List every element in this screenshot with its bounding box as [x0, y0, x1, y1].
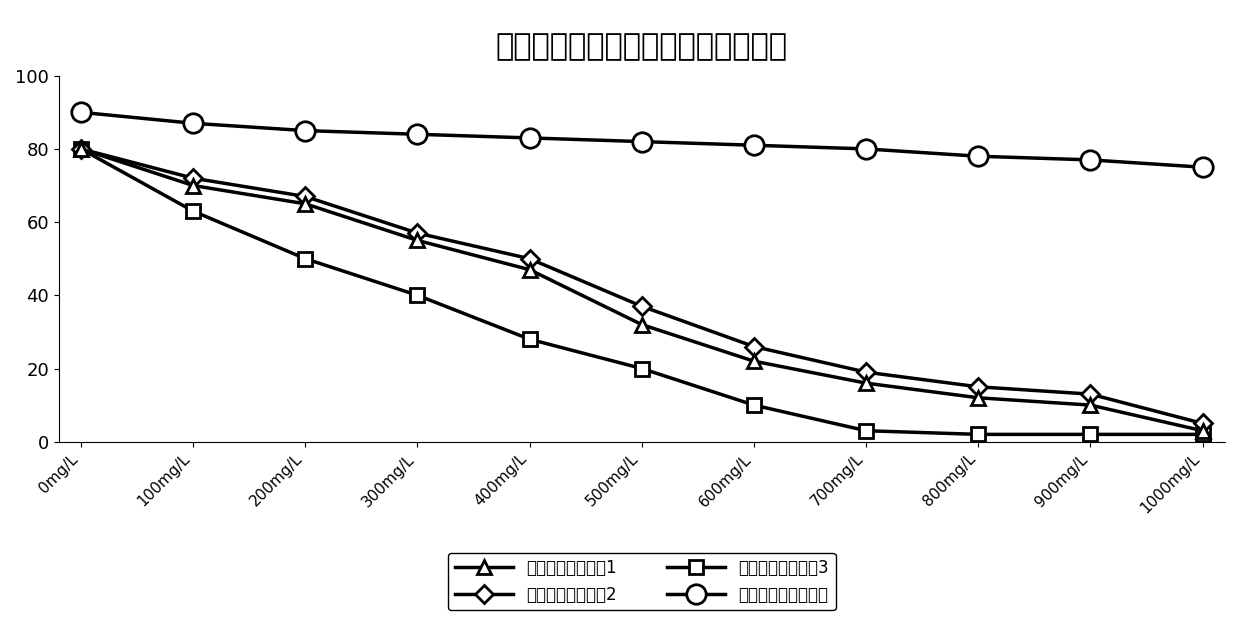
市售低荧光润滑剂1 [635, 321, 650, 328]
市售低荧光润滑剂1 [971, 394, 986, 401]
Line: 市售低荧光润滑剂1: 市售低荧光润滑剂1 [74, 142, 1209, 438]
市售低荧光润滑剂1 [186, 182, 201, 189]
市售低荧光润滑剂3 [971, 430, 986, 438]
市售低荧光润滑剂2 [186, 174, 201, 182]
市售低荧光润滑剂2 [1195, 420, 1210, 427]
本发明低荧光润滑剂 [522, 134, 537, 142]
市售低荧光润滑剂1 [522, 266, 537, 273]
市售低荧光润滑剂3 [746, 401, 761, 409]
市售低荧光润滑剂2 [73, 145, 88, 153]
市售低荧光润滑剂2 [1083, 391, 1097, 398]
市售低荧光润滑剂1 [746, 357, 761, 365]
本发明低荧光润滑剂 [298, 127, 312, 134]
本发明低荧光润滑剂 [635, 138, 650, 145]
Line: 市售低荧光润滑剂3: 市售低荧光润滑剂3 [74, 142, 1209, 441]
Legend: 市售低荧光润滑剂1, 市售低荧光润滑剂2, 市售低荧光润滑剂3, 本发明低荧光润滑剂: 市售低荧光润滑剂1, 市售低荧光润滑剂2, 市售低荧光润滑剂3, 本发明低荧光润… [448, 553, 836, 610]
本发明低荧光润滑剂 [1083, 156, 1097, 163]
市售低荧光润滑剂3 [1083, 430, 1097, 438]
市售低荧光润滑剂1 [410, 237, 425, 244]
市售低荧光润滑剂3 [73, 145, 88, 153]
市售低荧光润滑剂3 [186, 208, 201, 215]
市售低荧光润滑剂2 [410, 229, 425, 237]
Title: 同类型润滑剂抗钙离子污染能力对比: 同类型润滑剂抗钙离子污染能力对比 [496, 32, 787, 61]
本发明低荧光润滑剂 [971, 153, 986, 160]
市售低荧光润滑剂1 [1083, 401, 1097, 409]
本发明低荧光润滑剂 [746, 141, 761, 149]
本发明低荧光润滑剂 [410, 131, 425, 138]
Line: 市售低荧光润滑剂2: 市售低荧光润滑剂2 [74, 143, 1209, 430]
市售低荧光润滑剂2 [971, 383, 986, 391]
本发明低荧光润滑剂 [858, 145, 873, 153]
市售低荧光润滑剂3 [1195, 430, 1210, 438]
本发明低荧光润滑剂 [73, 109, 88, 116]
市售低荧光润滑剂1 [73, 145, 88, 153]
市售低荧光润滑剂2 [522, 255, 537, 262]
市售低荧光润滑剂1 [1195, 427, 1210, 435]
市售低荧光润滑剂3 [410, 292, 425, 299]
市售低荧光润滑剂2 [746, 343, 761, 350]
市售低荧光润滑剂3 [858, 427, 873, 435]
市售低荧光润滑剂3 [522, 336, 537, 343]
市售低荧光润滑剂3 [635, 365, 650, 372]
市售低荧光润滑剂1 [858, 379, 873, 387]
本发明低荧光润滑剂 [1195, 163, 1210, 171]
市售低荧光润滑剂1 [298, 200, 312, 208]
Line: 本发明低荧光润滑剂: 本发明低荧光润滑剂 [72, 103, 1213, 177]
市售低荧光润滑剂3 [298, 255, 312, 262]
市售低荧光润滑剂2 [858, 369, 873, 376]
市售低荧光润滑剂2 [298, 192, 312, 200]
市售低荧光润滑剂2 [635, 302, 650, 310]
本发明低荧光润滑剂 [186, 119, 201, 127]
